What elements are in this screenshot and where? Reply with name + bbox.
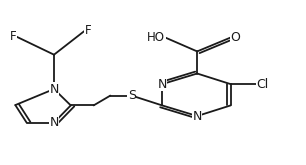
Text: F: F (84, 24, 91, 37)
Text: N: N (158, 78, 167, 91)
Text: Cl: Cl (256, 78, 269, 91)
Text: N: N (49, 82, 59, 96)
Text: HO: HO (147, 31, 165, 44)
Text: S: S (128, 89, 136, 102)
Text: N: N (192, 110, 202, 123)
Text: O: O (231, 31, 241, 44)
Text: N: N (49, 116, 59, 129)
Text: F: F (10, 30, 17, 43)
